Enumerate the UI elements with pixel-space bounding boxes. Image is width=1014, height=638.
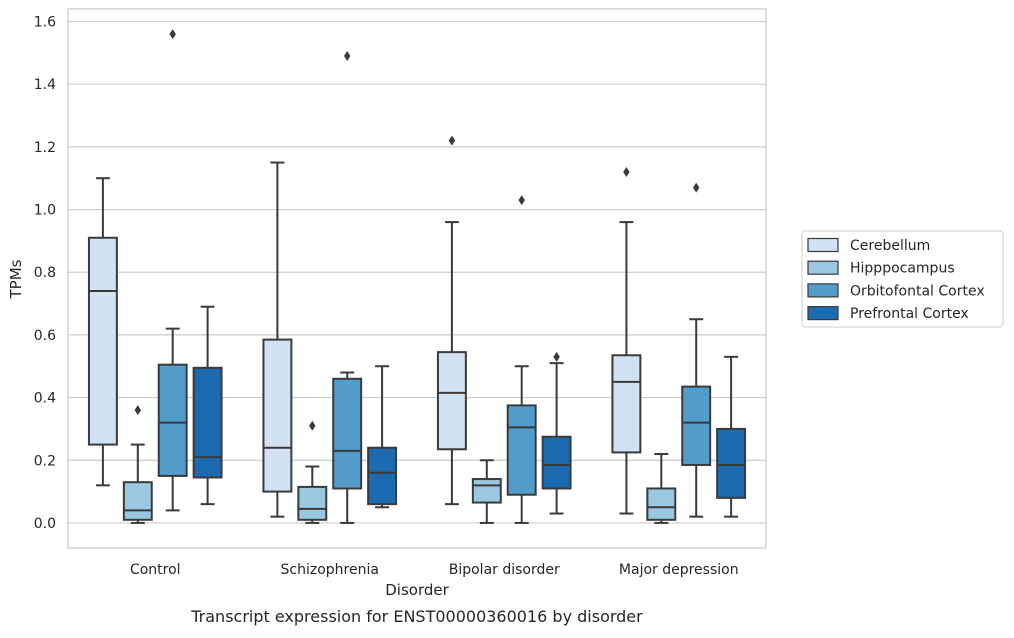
outlier-point [623,166,630,177]
y-tick-label: 1.0 [34,203,56,219]
box-series [87,29,747,524]
box-2-1 [332,51,363,524]
box-0-0 [87,177,118,487]
box-body [122,481,153,521]
plot-frame [67,8,767,549]
x-tick-label: Control [130,562,181,578]
box-2-3 [681,182,712,518]
box-2-2 [506,195,537,524]
box-3-2 [541,351,572,515]
outlier-point [448,135,456,146]
x-tick-labels: Control Schizophrenia Bipolar disorder Majo… [130,562,739,578]
y-tick-label: 1.2 [34,140,56,156]
x-axis-label: Disorder [385,581,449,599]
box-1-1 [297,420,328,524]
legend-swatch [807,237,839,253]
outlier-point [518,195,525,206]
y-tick-label: 0.4 [34,391,56,407]
box-1-0 [122,405,153,524]
box-body [471,478,502,504]
y-tick-label: 1.6 [34,15,56,31]
y-axis-label: TPMs [7,259,25,299]
box-body [367,446,398,506]
outlier-point [309,420,316,431]
legend-label: Orbitofontal Cortex [850,283,985,299]
outlier-point [693,182,700,193]
outlier-point [134,405,141,416]
box-0-3 [611,166,642,515]
legend-label: Prefrontal Cortex [850,306,969,322]
y-tick-label: 0.0 [34,516,56,532]
legend-swatch [807,283,839,298]
box-body [157,363,188,477]
box-3-1 [367,365,398,509]
box-body [192,366,223,479]
box-1-3 [646,452,677,524]
legend-label: Cerebellum [850,238,930,254]
box-body [611,354,642,454]
y-tick-label: 0.6 [34,328,56,344]
chart-caption: Transcript expression for ENST0000036001… [190,607,643,626]
box-2-0 [157,29,188,512]
legend-swatch [807,306,839,321]
legend: Cerebellum Hipppocampus Orbitofontal Corte… [801,230,1004,328]
legend-label: Hipppocampus [850,261,955,277]
box-3-3 [716,355,747,518]
box-3-0 [192,305,223,506]
box-body [681,385,712,466]
y-tick-label: 1.4 [34,77,56,93]
outlier-point [344,51,351,62]
legend-swatch [807,260,839,275]
y-tick-label: 0.8 [34,265,56,281]
x-tick-label: Schizophrenia [281,562,379,578]
box-body [297,485,328,521]
box-0-1 [262,161,293,518]
box-1-2 [471,459,502,524]
y-tick-labels: 0.0 0.2 0.4 0.6 0.8 1.0 1.2 1.4 1.6 [34,15,56,532]
box-0-2 [436,135,467,506]
outlier-point [169,29,176,40]
box-body [541,435,572,490]
box-body [506,404,537,496]
box-body [262,338,293,493]
box-body [646,487,677,521]
x-tick-label: Bipolar disorder [449,562,560,578]
box-body [436,351,467,451]
outlier-point [553,351,560,362]
box-body [716,427,747,499]
y-tick-label: 0.2 [34,453,56,469]
legend-frame [801,230,1004,328]
box-body [332,377,363,490]
box-body [87,236,118,446]
x-tick-label: Major depression [619,562,739,578]
